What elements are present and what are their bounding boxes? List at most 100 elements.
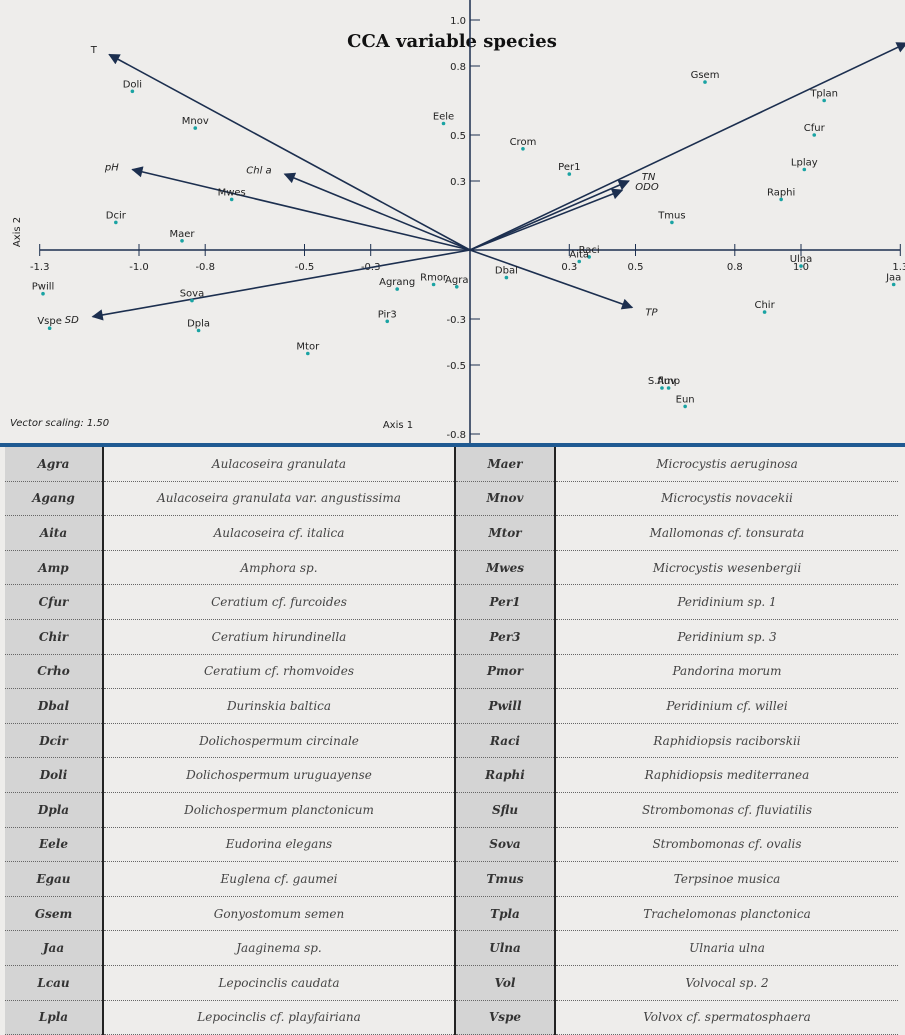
legend-name-right: Volvocal sp. 2 [555, 965, 898, 1001]
species-point [577, 259, 582, 264]
legend-row: Agang Aulacoseira granulata var. angustis… [5, 481, 898, 517]
species-point [190, 298, 194, 303]
legend-name-right: Volvox cf. spermatosphaera [555, 1000, 898, 1035]
legend-abbrev-left: Dcir [5, 723, 104, 759]
species-point [802, 167, 807, 172]
x-axis-label: Axis 1 [383, 420, 413, 431]
species-label: Doli [123, 79, 142, 90]
y-tick-label: -0.3 [446, 315, 466, 326]
legend-row: Lpla Lepocinclis cf. playfairiana Vspe Volv… [5, 1000, 898, 1035]
legend-abbrev-left: Lcau [5, 965, 104, 1001]
species-point [703, 80, 707, 84]
species-label: Dcir [106, 210, 127, 221]
legend-row: Dcir Dolichospermum circinale Raci Raphidio… [5, 723, 898, 759]
species-point [395, 287, 399, 291]
legend-abbrev-right: Vspe [455, 1000, 556, 1035]
legend-name-left: Gonyostomum semen [103, 896, 456, 932]
legend-name-right: Trachelomonas planctonica [555, 896, 898, 932]
legend-name-right: Microcystis aeruginosa [555, 447, 898, 482]
species-point [891, 282, 896, 287]
legend-abbrev-right: Pmor [455, 654, 556, 690]
env-vector-label: TN [642, 172, 656, 183]
species-point [521, 147, 525, 151]
legend-name-right: Strombomonas cf. ovalis [555, 827, 898, 863]
env-vector-arrow [469, 42, 905, 251]
legend-name-left: Aulacoseira granulata [103, 447, 456, 482]
species-point [779, 197, 783, 202]
species-legend-table: Agra Aulacoseira granulata Maer Microcystis… [5, 447, 898, 1035]
legend-name-right: Microcystis wesenbergii [555, 550, 898, 586]
legend-name-right: Ulnaria ulna [555, 930, 898, 966]
species-label: Agra [445, 275, 468, 286]
species-point [670, 220, 674, 225]
legend-abbrev-right: Per1 [455, 584, 556, 620]
legend-abbrev-left: Chir [5, 619, 104, 655]
x-tick-label: 0.5 [628, 262, 644, 273]
species-point [799, 264, 803, 268]
legend-abbrev-right: Tmus [455, 861, 556, 897]
env-vector-label: Chl a [246, 166, 271, 177]
legend-abbrev-right: Mwes [455, 550, 556, 586]
species-point [683, 404, 687, 409]
species-label: Crom [510, 137, 537, 148]
legend-name-right: Raphidiopsis raciborskii [555, 723, 898, 759]
legend-name-left: Eudorina elegans [103, 827, 456, 863]
legend-abbrev-right: Maer [455, 447, 556, 482]
legend-abbrev-left: Lpla [5, 1000, 104, 1035]
legend-abbrev-right: Mnov [455, 481, 556, 517]
legend-name-left: Lepocinclis caudata [103, 965, 456, 1001]
legend-row: Doli Dolichospermum uruguayense Raphi Raphi… [5, 757, 898, 793]
legend-name-left: Jaaginema sp. [103, 930, 456, 966]
species-point [114, 220, 118, 225]
legend-name-left: Aulacoseira granulata var. angustissima [103, 481, 456, 517]
y-axis-label: Axis 2 [12, 217, 23, 247]
legend-name-left: Dolichospermum circinale [103, 723, 456, 759]
x-tick-label: 0.8 [727, 262, 743, 273]
legend-name-left: Durinskia baltica [103, 688, 456, 724]
species-point [504, 275, 509, 280]
legend-row: Aita Aulacoseira cf. italica Mtor Mallomona… [5, 515, 898, 551]
species-label: Sova [180, 289, 205, 300]
legend-name-left: Dolichospermum uruguayense [103, 757, 456, 793]
species-label: Eele [433, 112, 454, 123]
y-tick-label: 0.8 [450, 62, 466, 73]
legend-name-right: Pandorina morum [555, 654, 898, 690]
legend-name-right: Mallomonas cf. tonsurata [555, 515, 898, 551]
y-tick-label: -0.5 [446, 361, 466, 372]
legend-abbrev-left: Dpla [5, 792, 104, 828]
legend-abbrev-right: Sova [455, 827, 556, 863]
cca-chart: CCA variable species -1.3 -1.0 -0.8 -0.5 -0.3… [0, 0, 905, 446]
legend-abbrev-left: Amp [5, 550, 104, 586]
species-point [431, 282, 436, 287]
env-vector-label: pH [104, 163, 119, 174]
x-tick-label: -1.3 [30, 262, 50, 273]
legend-abbrev-right: Raphi [455, 757, 556, 793]
legend-name-right: Peridinium sp. 3 [555, 619, 898, 655]
legend-row: Dbal Durinskia baltica Pwill Peridinium cf.… [5, 688, 898, 724]
legend-abbrev-right: Per3 [455, 619, 556, 655]
legend-abbrev-left: Cfur [5, 584, 104, 620]
cca-plot-svg: CCA variable species -1.3 -1.0 -0.8 -0.5 -0.3… [10, 0, 905, 446]
species-label: Rmor [420, 273, 448, 284]
legend-name-left: Euglena cf. gaumei [103, 861, 456, 897]
species-label: Raci [579, 245, 600, 256]
species-label: Eun [676, 394, 695, 405]
legend-abbrev-left: Agra [5, 447, 104, 482]
species-point [587, 255, 591, 259]
legend-abbrev-right: Sflu [455, 792, 556, 828]
species-point [454, 285, 459, 289]
y-tick-label: 1.0 [450, 16, 466, 27]
legend-name-right: Peridinium cf. willei [555, 688, 898, 724]
legend-abbrev-left: Jaa [5, 930, 104, 966]
chart-table-divider [0, 443, 905, 447]
species-point [41, 291, 45, 296]
vector-scaling-note: Vector scaling: 1.50 [10, 418, 109, 429]
legend-name-right: Raphidiopsis mediterranea [555, 757, 898, 793]
species-label: Amp [657, 376, 680, 387]
species-label: Dbal [495, 266, 518, 277]
species-point [762, 310, 767, 314]
legend-abbrev-right: Vol [455, 965, 556, 1001]
y-tick-label: -0.8 [446, 430, 466, 441]
species-point [567, 172, 572, 176]
env-vector-label: TP [645, 308, 658, 319]
